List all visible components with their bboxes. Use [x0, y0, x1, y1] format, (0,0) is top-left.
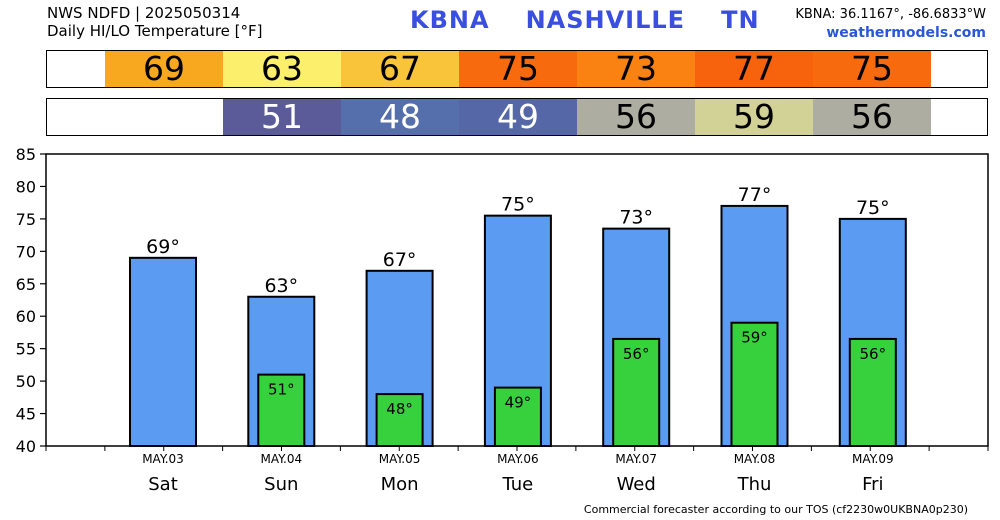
high-bar-label: 73° [619, 207, 653, 229]
low-bar [730, 321, 779, 447]
low-bar [612, 337, 661, 447]
y-tick-label: 50 [16, 372, 36, 391]
y-tick-label: 85 [16, 145, 36, 164]
high-bar [129, 256, 197, 447]
lo_strip-cell: 48 [341, 99, 459, 135]
low-bar [375, 393, 424, 447]
date-label: MAY.08 [734, 452, 776, 466]
low-bar-label: 49° [505, 394, 532, 412]
y-tick-label: 75 [16, 210, 36, 229]
hi_strip-cell: 77 [695, 51, 813, 87]
product-name: Daily HI/LO Temperature [°F] [47, 22, 263, 40]
low-bar [848, 337, 897, 447]
y-tick-label: 40 [16, 437, 36, 456]
date-label: MAY.06 [497, 452, 539, 466]
day-label: Mon [381, 474, 419, 495]
temperature-chart: 40 45 50 55 60 65 70 75 80 85 69° MAY.03 Sat 63° 51° MA… [16, 145, 989, 495]
day-label: Wed [617, 474, 656, 495]
high-bar-label: 77° [738, 184, 772, 206]
low-bar-label: 51° [268, 381, 295, 399]
high-bar-label: 63° [264, 275, 298, 297]
date-label: MAY.07 [615, 452, 657, 466]
header-right: KBNA: 36.1167°, -86.6833°W weathermodels… [795, 6, 986, 42]
high-bar-label: 67° [383, 249, 417, 271]
lo_strip-cell: 59 [695, 99, 813, 135]
model-run: NWS NDFD | 2025050314 [47, 4, 241, 22]
lo_strip-cell: 49 [459, 99, 577, 135]
hi_strip-cell: 75 [813, 51, 931, 87]
y-tick-label: 65 [16, 275, 36, 294]
high-bar-label: 75° [501, 194, 535, 216]
day-label: Fri [862, 474, 883, 495]
station-title: KBNA NASHVILLE TN [410, 6, 796, 34]
y-tick-label: 60 [16, 307, 36, 326]
day-label: Tue [502, 474, 534, 495]
date-label: MAY.09 [852, 452, 894, 466]
low-bar [257, 373, 306, 447]
lo_strip-cell: 56 [577, 99, 695, 135]
low-temp-strip: 51 48 49 56 59 56 [46, 98, 988, 136]
hi_strip-cell: 67 [341, 51, 459, 87]
day-label: Sat [148, 474, 178, 495]
low-bar-label: 48° [386, 400, 413, 418]
date-label: MAY.03 [142, 452, 184, 466]
hi_strip-cell: 69 [105, 51, 223, 87]
lo_strip-cell [105, 99, 223, 135]
hi_strip-cell: 73 [577, 51, 695, 87]
lo_strip-cell: 56 [813, 99, 931, 135]
low-bar-label: 56° [860, 345, 887, 363]
city-name: NASHVILLE [525, 6, 686, 34]
state-name: TN [721, 6, 760, 34]
station-coords: KBNA: 36.1167°, -86.6833°W [795, 7, 986, 22]
y-tick-label: 70 [16, 242, 36, 261]
high-bar-label: 69° [146, 236, 180, 258]
date-label: MAY.04 [260, 452, 302, 466]
y-tick-label: 55 [16, 340, 36, 359]
high-bar-label: 75° [856, 197, 890, 219]
lo_strip-cell: 51 [223, 99, 341, 135]
y-tick-label: 45 [16, 405, 36, 424]
low-bar [493, 386, 542, 448]
header-info: NWS NDFD | 2025050314 Daily HI/LO Temper… [47, 4, 263, 40]
hi_strip-cell: 75 [459, 51, 577, 87]
footer-note: Commercial forecaster according to our T… [583, 503, 968, 516]
day-label: Sun [264, 474, 298, 495]
low-bar-label: 56° [623, 345, 650, 363]
station-id: KBNA [410, 6, 490, 34]
date-label: MAY.05 [379, 452, 421, 466]
hi_strip-cell: 63 [223, 51, 341, 87]
low-bar-label: 59° [741, 329, 768, 347]
high-temp-strip: 69 63 67 75 73 77 75 [46, 50, 988, 88]
y-tick-label: 80 [16, 177, 36, 196]
day-label: Thu [737, 474, 772, 495]
site-link[interactable]: weathermodels.com [826, 25, 986, 41]
